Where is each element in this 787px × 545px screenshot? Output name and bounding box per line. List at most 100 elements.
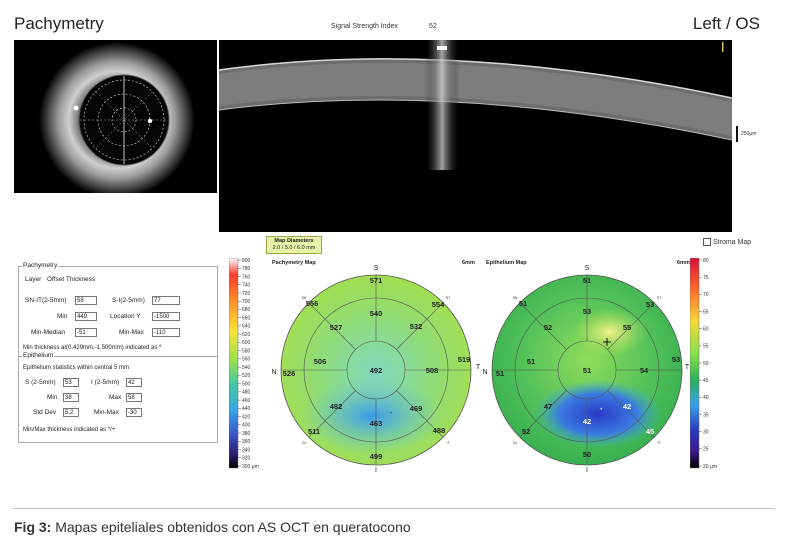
pachy-inner-st-value: 532 — [410, 322, 423, 331]
iris-image-graphic — [14, 40, 217, 193]
minmax-note: Min/Max thickness indicated as */+ — [23, 427, 116, 433]
epi-corner-st: ST — [657, 296, 662, 300]
min-max-label: Min-Max — [119, 329, 144, 336]
epi-outer-s-value: 51 — [583, 276, 591, 285]
pachy-scale-tick-label: 580 — [242, 348, 251, 354]
pachy-inner-i-value: 463 — [370, 419, 383, 428]
pachy-scale-tick-label: 660 — [242, 315, 251, 321]
epi-center-value: 51 — [583, 366, 591, 375]
epithelium-map-title: Epithelium Map — [486, 260, 527, 266]
oct-scale-label: 250μm — [741, 131, 757, 137]
epithelium-section-title: Epithelium — [22, 352, 55, 359]
pachymetry-map: Pachymetry Map 6mm 492 540 532 508 469 4… — [271, 260, 481, 472]
epi-orient-n: N — [482, 369, 487, 376]
pachy-corner-it: IT — [446, 441, 450, 445]
pachy-inner-s-value: 540 — [370, 309, 383, 318]
pachymetry-map-size: 6mm — [462, 260, 475, 266]
stroma-map-label: Stroma Map — [713, 238, 752, 246]
pachy-outer-in-value: 511 — [308, 427, 320, 436]
min-median-field[interactable]: -51 — [75, 328, 97, 337]
oct-scale-bar — [736, 126, 738, 142]
location-label: Location Y — [110, 313, 141, 320]
epithelium-map: Epithelium Map 6mm 51 53 55 54 42 42 47 … — [482, 260, 690, 472]
pachy-orient-t: T — [476, 364, 481, 371]
epi-scale-tick-label: 45 — [703, 378, 709, 384]
statistics-panel: Pachymetry Layer Offset Thickness SN-IT(… — [18, 262, 218, 443]
epithelium-color-scale: 80 75 70 65 60 55 50 45 40 35 30 25 20 μm — [690, 258, 717, 470]
epi-min-marker: * — [600, 408, 603, 414]
min-thickness-note: Min thickness at(0.429mm,-1.500mm) indic… — [23, 345, 162, 351]
pachymetry-section-title: Pachymetry — [22, 262, 59, 269]
min-max-field[interactable]: -110 — [152, 328, 180, 337]
epi-max-marker — [603, 338, 611, 346]
stroma-map-toggle[interactable]: Stroma Map — [703, 238, 751, 246]
epi-min-label: Min — [47, 394, 58, 401]
location-field[interactable]: -1500 — [152, 312, 180, 321]
epi-inner-t-value: 54 — [640, 366, 649, 375]
stroma-map-checkbox[interactable] — [703, 238, 711, 246]
epi-outer-n-value: 51 — [496, 369, 504, 378]
pachy-scale-tick-label: 340 — [242, 447, 251, 453]
epi-outer-i-value: 50 — [583, 450, 591, 459]
pachy-orient-n: N — [271, 369, 276, 376]
pachy-scale-tick-label: 780 — [242, 266, 251, 272]
epi-i-field[interactable]: 42 — [126, 378, 142, 387]
pachy-scale-tick-label: 520 — [242, 373, 251, 379]
epi-orient-i: I — [586, 467, 588, 472]
pachymetry-map-title: Pachymetry Map — [272, 260, 316, 266]
epi-scale-tick-label: 35 — [703, 412, 709, 418]
epi-orient-s: S — [585, 265, 590, 272]
epi-std-field[interactable]: 5.2 — [63, 408, 79, 417]
pachy-scale-tick-label: 760 — [242, 274, 251, 280]
epi-minmax-label: Min-Max — [94, 409, 119, 416]
pachy-outer-i-value: 499 — [370, 452, 383, 461]
epi-inner-sn-value: 52 — [544, 323, 552, 332]
pachy-inner-it-value: 469 — [410, 404, 423, 413]
pachy-outer-st-value: 554 — [432, 300, 445, 309]
pachy-scale-tick-label: 460 — [242, 398, 251, 404]
s-i-label: S-I(2-5mm) — [112, 297, 145, 304]
pachy-scale-tick-label: 320 — [242, 456, 251, 462]
layer-label: Layer — [25, 276, 42, 283]
map-diameters-title: Map Diameters — [274, 238, 314, 244]
epi-inner-in-value: 47 — [544, 402, 552, 411]
map-diameters-button[interactable]: Map Diameters 2.0 / 5.0 / 6.0 mm — [266, 236, 322, 254]
epi-scale-tick-label: 40 — [703, 395, 709, 401]
page-title: Pachymetry — [14, 14, 104, 33]
pachy-min-marker: * — [390, 412, 393, 418]
epi-minmax-field[interactable]: -30 — [126, 408, 142, 417]
pachy-outer-s-value: 571 — [370, 276, 383, 285]
oct-bscan-image — [219, 40, 732, 232]
caption-divider — [12, 508, 775, 509]
epi-scale-tick-label: 75 — [703, 275, 709, 281]
pachy-scale-tick-label: 740 — [242, 283, 251, 289]
epi-outer-in-value: 52 — [522, 427, 530, 436]
epithelium-map-size: 6mm — [677, 260, 690, 266]
pachy-scale-tick-label: 560 — [242, 357, 251, 363]
oct-bscan-graphic — [219, 40, 732, 232]
s-i-field[interactable]: 77 — [152, 296, 180, 305]
epi-outer-it-value: 45 — [646, 427, 654, 436]
pachy-scale-tick-label: 720 — [242, 291, 251, 297]
epi-min-field[interactable]: 38 — [63, 393, 79, 402]
pachy-inner-t-value: 508 — [426, 366, 439, 375]
epi-inner-s-value: 53 — [583, 307, 591, 316]
pachymetry-color-scale: 800 780 760 740 720 700 680 660 640 620 600 580 560 5… — [229, 258, 259, 470]
pachy-scale-tick-label: 440 — [242, 406, 251, 412]
epi-corner-in: IN — [513, 441, 517, 445]
epi-scale-tick-label: 80 — [703, 258, 709, 264]
epi-std-label: Std Dev — [33, 409, 57, 416]
epi-inner-n-value: 51 — [527, 357, 535, 366]
figure-caption: Fig 3: Mapas epiteliales obtenidos con A… — [14, 519, 411, 535]
epi-max-field[interactable]: 58 — [126, 393, 142, 402]
epi-corner-it: IT — [657, 441, 661, 445]
epi-s-field[interactable]: 53 — [63, 378, 79, 387]
figure-caption-prefix: Fig 3: — [14, 519, 52, 535]
sn-it-field[interactable]: 58 — [75, 296, 97, 305]
epi-scale-tick-label: 60 — [703, 326, 709, 332]
pachy-orient-i: I — [375, 467, 377, 472]
pachy-scale-tick-label: 480 — [242, 390, 251, 396]
epi-max-label: Max — [109, 394, 122, 401]
min-field[interactable]: 449 — [75, 312, 97, 321]
iris-image — [14, 40, 217, 193]
